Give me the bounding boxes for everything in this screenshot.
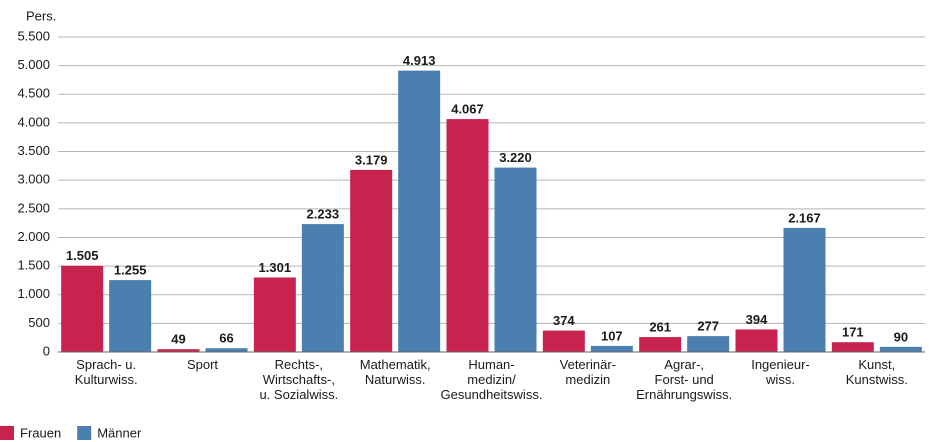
bar: [61, 265, 104, 352]
bar: [687, 336, 730, 352]
x-tick-label: Ingenieur-wiss.: [751, 357, 810, 387]
bar: [735, 329, 778, 352]
legend-label: Frauen: [20, 425, 61, 440]
bar: [350, 169, 393, 352]
bar: [590, 345, 633, 352]
y-tick-label: 1.000: [17, 286, 50, 301]
value-label: 107: [601, 328, 623, 343]
x-tick-label: Sprach- u. Kulturwiss.: [75, 357, 138, 387]
bar: [879, 346, 922, 352]
value-label: 3.179: [355, 152, 388, 167]
y-tick-label: 3.000: [17, 172, 50, 187]
y-tick-label: 3.500: [17, 143, 50, 158]
value-label: 4.067: [451, 102, 484, 117]
bar: [157, 349, 200, 352]
value-label: 1.255: [114, 263, 147, 278]
y-tick-label: 0: [43, 343, 50, 358]
value-label: 2.167: [788, 210, 821, 225]
value-label: 3.220: [499, 150, 532, 165]
bar: [542, 330, 585, 352]
x-tick-label: Agrar-, Forst- und Ernährungswiss.: [636, 357, 732, 402]
value-label: 4.913: [403, 53, 436, 68]
y-tick-label: 1.500: [17, 258, 50, 273]
bar: [783, 227, 826, 352]
y-tick-label: 5.000: [17, 57, 50, 72]
value-label: 49: [171, 332, 185, 347]
x-tick-label: Sport: [187, 357, 218, 372]
bar: [253, 277, 296, 352]
bar: [109, 280, 152, 352]
y-tick-label: 5.500: [17, 28, 50, 43]
bar: [446, 119, 489, 353]
legend-swatch: [0, 426, 14, 440]
value-label: 394: [746, 312, 768, 327]
legend-swatch: [77, 426, 92, 440]
value-label: 1.301: [259, 260, 292, 275]
y-axis-label: Pers.: [26, 8, 56, 23]
bar: [831, 342, 874, 352]
value-label: 2.233: [307, 207, 340, 222]
value-label: 1.505: [66, 248, 99, 263]
value-label: 374: [553, 313, 575, 328]
bar: [205, 348, 248, 352]
value-label: 90: [894, 329, 908, 344]
bar: [494, 167, 537, 352]
value-label: 66: [219, 331, 233, 346]
y-tick-label: 500: [28, 315, 50, 330]
x-tick-label: Kunst, Kunstwiss.: [846, 357, 908, 387]
y-tick-label: 4.000: [17, 114, 50, 129]
value-label: 261: [649, 319, 671, 334]
x-tick-label: Rechts-, Wirtschafts-, u. Sozialwiss.: [259, 357, 338, 402]
bar: [398, 70, 441, 353]
value-label: 277: [697, 319, 719, 334]
y-tick-label: 2.500: [17, 200, 50, 215]
value-label: 171: [842, 325, 864, 340]
bar: [301, 224, 344, 352]
y-tick-label: 2.000: [17, 229, 50, 244]
legend-label: Männer: [97, 425, 142, 440]
y-tick-label: 4.500: [17, 86, 50, 101]
bar: [639, 337, 682, 352]
x-tick-label: Human-medizin/Gesundheitswiss.: [441, 357, 543, 402]
x-tick-label: Mathematik, Naturwiss.: [360, 357, 431, 387]
x-tick-label: Veterinär-medizin: [560, 357, 616, 387]
